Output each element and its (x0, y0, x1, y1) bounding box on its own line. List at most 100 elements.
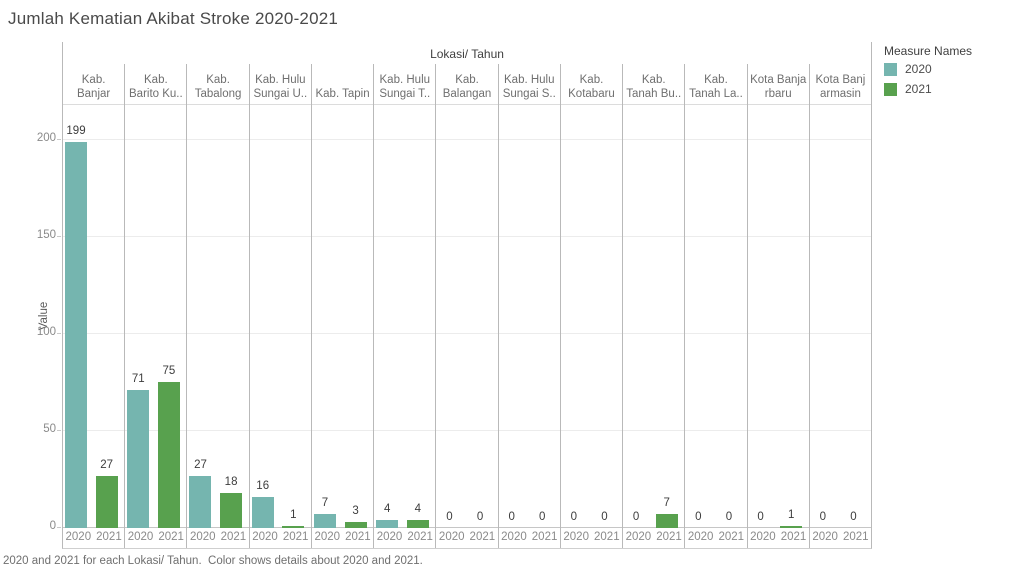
column-header[interactable]: Kab. Banjar (63, 64, 125, 105)
legend: Measure Names 2020 2021 (884, 44, 1016, 103)
caption: 2020 and 2021 for each Lokasi/ Tahun. Co… (3, 555, 423, 567)
x-tick-label[interactable]: 2021 (96, 531, 122, 543)
bar-2021[interactable] (220, 493, 243, 528)
x-tick-label[interactable]: 2021 (842, 531, 869, 543)
column-header[interactable]: Kab. Hulu Sungai U.. (249, 64, 311, 105)
column-header[interactable]: Kab. Tanah La.. (685, 64, 747, 105)
x-tick-label[interactable]: 2020 (687, 531, 714, 543)
legend-items: 2020 2021 (884, 63, 1016, 96)
bar-2021[interactable] (95, 476, 118, 528)
x-tick-label[interactable]: 2021 (220, 531, 247, 543)
legend-item-2020[interactable]: 2020 (884, 63, 1016, 76)
bar-2020[interactable] (251, 497, 274, 528)
x-tick-row: 2020 2021 (374, 528, 435, 547)
x-tick-row: 2020 2021 (623, 528, 684, 547)
x-tick-label[interactable]: 2021 (158, 531, 184, 543)
x-tick-label[interactable]: 2021 (531, 531, 558, 543)
x-tick-label[interactable]: 2020 (812, 531, 838, 543)
bar-value-label: 199 (66, 125, 86, 137)
column-header[interactable]: Kab. Tapin (311, 64, 374, 105)
gridline (63, 236, 871, 237)
x-tick-label[interactable]: 2021 (780, 531, 807, 543)
x-axis-line (63, 527, 871, 528)
x-tick-row: 2020 2021 (436, 528, 497, 547)
column-header[interactable]: Kab. Tabalong (187, 64, 249, 105)
bar-value-label: 0 (632, 511, 640, 523)
bar-value-label: 0 (570, 511, 578, 523)
bar-2021[interactable] (282, 526, 305, 528)
bar-2021[interactable] (780, 526, 803, 528)
column-plot: 199 27 (63, 105, 124, 528)
grid-layer (63, 105, 871, 528)
bar-value-label: 71 (131, 373, 145, 385)
bar-2020[interactable] (189, 476, 212, 528)
column-header[interactable]: Kab. Kotabaru (560, 64, 623, 105)
bar-2021[interactable] (344, 522, 367, 528)
x-tick-label[interactable]: 2020 (563, 531, 589, 543)
x-tick-label[interactable]: 2020 (625, 531, 652, 543)
bar-2021[interactable] (406, 520, 429, 528)
column-header[interactable]: Kab. Hulu Sungai T.. (374, 64, 436, 105)
column-plot: 16 1 (250, 105, 311, 528)
x-tick-label[interactable]: 2021 (469, 531, 496, 543)
x-tick-label[interactable]: 2020 (750, 531, 776, 543)
bar-2020[interactable] (127, 390, 150, 528)
bar-2020[interactable] (65, 142, 87, 528)
x-tick-row: 2020 2021 (810, 528, 871, 547)
x-tick-label[interactable]: 2020 (314, 531, 341, 543)
column-header[interactable]: Kota Banj armasin (809, 64, 872, 105)
gridline (63, 139, 871, 140)
column-header[interactable]: Kab. Barito Ku.. (125, 64, 187, 105)
bar-value-label: 27 (194, 459, 207, 471)
bar-value-label: 75 (162, 365, 176, 377)
x-tick-label[interactable]: 2020 (252, 531, 278, 543)
category-column: Kab. Balangan 0 0 2020 2021 (435, 64, 498, 548)
bar-value-label: 7 (663, 497, 670, 509)
legend-item-2021[interactable]: 2021 (884, 83, 1016, 96)
column-header[interactable]: Kab. Balangan (436, 64, 498, 105)
x-tick-row: 2020 2021 (685, 528, 746, 547)
bar-value-label: 4 (383, 503, 391, 515)
y-tick-mark (57, 139, 61, 140)
column-header[interactable]: Kota Banja rbaru (747, 64, 809, 105)
x-tick-row: 2020 2021 (250, 528, 311, 547)
column-plot: 71 75 (125, 105, 186, 528)
bar-2021[interactable] (655, 514, 678, 528)
bar-value-label: 0 (476, 511, 484, 523)
column-header[interactable]: Kab. Hulu Sungai S.. (498, 64, 560, 105)
bar-value-label: 18 (224, 476, 238, 488)
y-tick-mark (57, 430, 61, 431)
column-header[interactable]: Kab. Tanah Bu.. (623, 64, 685, 105)
columns: Kab. Banjar 199 27 2020 2021 Kab. Barito Ku..… (63, 64, 872, 548)
x-tick-label[interactable]: 2021 (407, 531, 433, 543)
bar-value-label: 16 (256, 480, 270, 492)
x-tick-label[interactable]: 2020 (189, 531, 216, 543)
x-tick-label[interactable]: 2021 (594, 531, 620, 543)
bar-value-label: 3 (352, 505, 359, 517)
x-tick-label[interactable]: 2020 (127, 531, 154, 543)
x-tick-label[interactable]: 2021 (345, 531, 371, 543)
category-column: Kab. Hulu Sungai U.. 16 1 2020 2021 (248, 64, 311, 548)
legend-swatch (884, 63, 897, 76)
bar-2021[interactable] (157, 382, 180, 528)
bar-2020[interactable] (376, 520, 399, 528)
x-tick-label[interactable]: 2021 (656, 531, 682, 543)
category-column: Kota Banja rbaru 0 1 2020 2021 (746, 64, 809, 548)
chart-frame: Lokasi/ Tahun Kab. Banjar 199 27 2020 2021 Ka… (62, 42, 872, 549)
bar-2020[interactable] (313, 514, 336, 528)
x-tick-label[interactable]: 2021 (718, 531, 745, 543)
x-tick-label[interactable]: 2020 (438, 531, 465, 543)
x-tick-row: 2020 2021 (63, 528, 124, 547)
x-tick-label[interactable]: 2020 (65, 531, 92, 543)
bar-value-label: 0 (446, 511, 453, 523)
y-tick-label: 100 (36, 326, 56, 338)
x-tick-label[interactable]: 2020 (501, 531, 527, 543)
x-tick-label[interactable]: 2020 (376, 531, 403, 543)
x-tick-label[interactable]: 2021 (282, 531, 309, 543)
column-axis-title: Lokasi/ Tahun (430, 47, 504, 61)
